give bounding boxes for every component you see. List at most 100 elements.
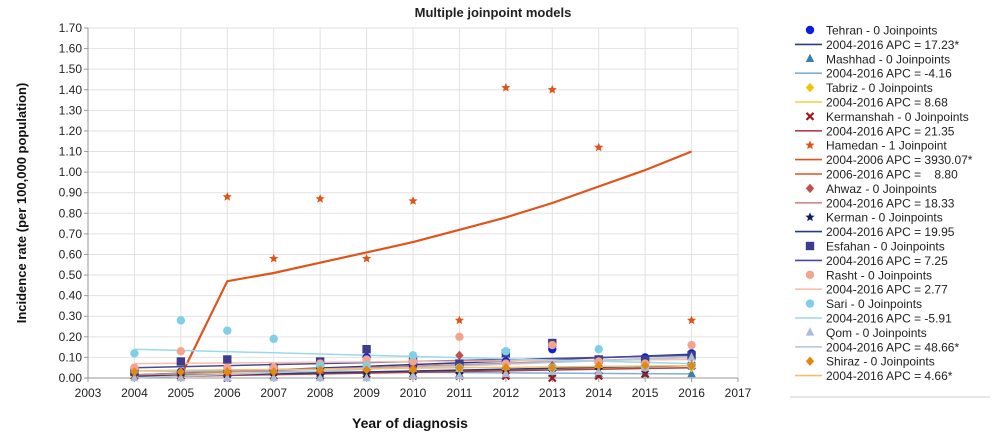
data-point-qom: [362, 372, 371, 382]
legend-label-hamedan: Hamedan - 1 Joinpoint: [826, 139, 947, 153]
data-point-qom: [223, 372, 232, 382]
legend-fit-label-kermanshah: 2004-2016 APC = 21.35: [826, 124, 955, 138]
y-tick-label: 0.10: [59, 350, 83, 364]
x-tick-label: 2006: [214, 386, 241, 400]
y-tick-label: 0.60: [59, 247, 83, 261]
legend-label-tehran: Tehran - 0 Joinpoints: [826, 24, 937, 38]
data-point-shiraz: [548, 363, 557, 373]
data-point-shiraz: [223, 367, 232, 377]
legend-fit-label-mashhad: 2004-2016 APC = -4.16: [826, 67, 952, 81]
x-tick-label: 2009: [353, 386, 380, 400]
data-point-hamedan: [594, 142, 604, 152]
x-tick-label: 2017: [725, 386, 752, 400]
legend-label-qom: Qom - 0 Joinpoints: [826, 326, 927, 340]
legend-fit-label-hamedan: 2004-2006 APC = 3930.07*: [826, 153, 973, 167]
x-tick-label: 2010: [400, 386, 427, 400]
data-point-esfahan: [176, 357, 186, 366]
legend-marker-rasht: [805, 270, 815, 279]
legend-label-kerman: Kerman - 0 Joinpoints: [826, 211, 943, 225]
data-point-qom: [315, 372, 325, 382]
data-point-hamedan: [454, 315, 464, 325]
y-tick-label: 1.40: [59, 83, 83, 97]
x-tick-label: 2004: [121, 386, 148, 400]
data-point-hamedan: [408, 196, 418, 205]
legend-marker-qom: [805, 327, 815, 336]
data-point-rasht: [455, 332, 464, 342]
data-points: [129, 82, 697, 383]
x-tick-label: 2015: [632, 386, 659, 400]
legend-marker-shiraz: [805, 356, 815, 366]
legend-box: [785, 20, 994, 398]
data-point-shiraz: [176, 367, 186, 377]
data-point-hamedan: [222, 192, 232, 201]
y-tick-label: 0.90: [59, 186, 83, 200]
data-point-mashhad: [687, 368, 696, 378]
x-tick-label: 2003: [75, 386, 102, 400]
data-point-shiraz: [315, 365, 325, 375]
y-tick-label: 1.20: [59, 124, 83, 138]
legend-label-rasht: Rasht - 0 Joinpoints: [826, 268, 932, 282]
data-point-sari: [501, 347, 511, 356]
data-point-kermanshah: [548, 373, 557, 383]
x-tick-label: 2013: [539, 386, 566, 400]
x-tick-label: 2014: [585, 386, 612, 400]
data-point-qom: [269, 372, 278, 382]
data-point-shiraz: [594, 360, 603, 371]
data-point-sari: [594, 344, 603, 354]
x-tick-label: 2007: [260, 386, 287, 400]
data-point-rasht: [362, 355, 371, 364]
x-axis-label: Year of diagnosis: [352, 415, 468, 431]
legend-label-shiraz: Shiraz - 0 Joinpoints: [826, 355, 935, 369]
y-tick-label: 0.00: [59, 371, 83, 385]
data-point-shiraz: [130, 367, 139, 377]
data-point-ahwaz: [455, 350, 464, 361]
data-point-shiraz: [408, 365, 418, 375]
legend-marker-mashhad: [805, 53, 815, 62]
legend-fit-label-sari: 2004-2016 APC = -5.91: [826, 312, 952, 326]
x-tick-label: 2008: [307, 386, 334, 400]
legend-marker-sari: [805, 299, 815, 308]
y-tick-label: 1.70: [59, 21, 83, 35]
y-tick-label: 1.60: [59, 42, 83, 56]
data-point-qom: [408, 370, 418, 380]
legend-marker-esfahan: [805, 241, 815, 251]
legend-fit-label-hamedan-2: 2006-2016 APC = 8.80: [826, 168, 958, 182]
legend-fit-label-qom: 2004-2016 APC = 48.66*: [826, 340, 959, 354]
legend-fit-label-shiraz: 2004-2016 APC = 4.66*: [826, 369, 953, 383]
data-point-qom: [594, 366, 603, 376]
legend-marker-ahwaz: [805, 183, 815, 194]
legend-label-ahwaz: Ahwaz - 0 Joinpoints: [826, 182, 937, 196]
data-point-sari: [269, 334, 278, 344]
data-point-shiraz: [362, 365, 371, 375]
data-point-hamedan: [269, 253, 279, 263]
y-axis-label: Incidence rate (per 100,000 population): [14, 83, 29, 324]
data-point-rasht: [548, 340, 557, 350]
legend-fit-label-tehran: 2004-2016 APC = 17.23*: [826, 38, 959, 52]
data-point-qom: [130, 372, 139, 382]
legend-fit-label-esfahan: 2004-2016 APC = 7.25: [826, 254, 948, 268]
y-tick-label: 1.10: [59, 145, 83, 159]
legend-fit-label-rasht: 2004-2016 APC = 2.77: [826, 283, 948, 297]
y-tick-label: 1.00: [59, 165, 83, 179]
gridlines: [87, 27, 739, 379]
legend-fit-label-tabriz: 2004-2016 APC = 8.68: [826, 96, 948, 110]
y-tick-label: 0.80: [59, 206, 83, 220]
data-point-qom: [455, 370, 464, 380]
data-point-sari: [176, 316, 186, 325]
y-tick-label: 0.50: [59, 268, 83, 282]
data-point-sari: [223, 326, 232, 335]
data-point-hamedan: [315, 194, 325, 203]
x-tick-label: 2012: [493, 386, 520, 400]
legend-fit-label-kerman: 2004-2016 APC = 19.95: [826, 225, 955, 239]
data-point-shiraz: [455, 363, 464, 373]
data-point-qom: [501, 368, 511, 378]
data-point-rasht: [687, 340, 696, 350]
y-tick-label: 0.30: [59, 309, 83, 323]
x-tick-label: 2005: [168, 386, 195, 400]
data-point-hamedan: [547, 84, 557, 94]
chart-title: Multiple joinpoint models: [415, 5, 572, 20]
data-point-qom: [687, 352, 696, 361]
data-point-shiraz: [269, 367, 278, 377]
